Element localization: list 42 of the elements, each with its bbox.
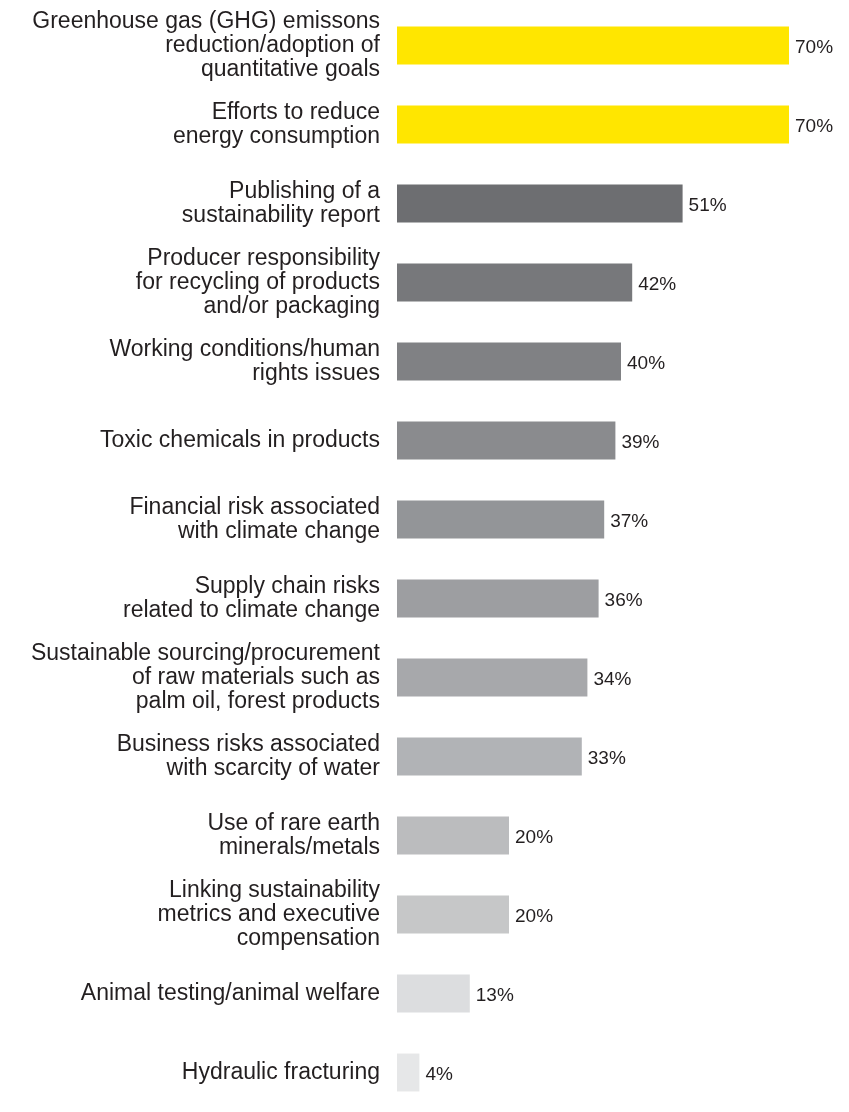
y-tick-label: Business risks associated with scarcity of water <box>116 729 381 780</box>
bar <box>397 342 621 381</box>
data-label: 20% <box>515 904 554 926</box>
y-tick-label: Publishing of a sustainability report <box>181 176 381 227</box>
bar <box>397 26 789 65</box>
y-tick-label: Financial risk associated with climate change <box>129 492 380 543</box>
bar <box>397 658 588 697</box>
data-label: 33% <box>587 746 626 768</box>
y-tick-label: Toxic chemicals in products <box>100 425 380 452</box>
bar <box>397 421 616 460</box>
y-tick-label: Hydraulic fracturing <box>181 1057 380 1084</box>
y-tick-label: Supply chain risks related to climate change <box>123 571 380 622</box>
data-label: 37% <box>610 509 649 531</box>
y-tick-label: Animal testing/animal welfare <box>80 978 380 1005</box>
bar <box>397 184 683 223</box>
bar <box>397 1053 420 1092</box>
bar <box>397 263 633 302</box>
bar <box>397 974 470 1013</box>
data-label: 36% <box>604 588 643 610</box>
bar <box>397 105 789 144</box>
y-tick-label: Greenhouse gas (GHG) emissons reduction/adoption of quantitative goals <box>32 6 381 81</box>
data-label: 34% <box>593 667 632 689</box>
bar <box>397 579 599 618</box>
bar <box>397 500 605 539</box>
y-tick-label: Working conditions/human rights issues <box>109 334 380 385</box>
data-label: 42% <box>638 272 677 294</box>
y-tick-label: Producer responsibility for recycling of products and/or packaging <box>135 243 381 318</box>
data-label: 4% <box>425 1062 453 1084</box>
y-tick-label: Use of rare earth minerals/metals <box>207 808 380 859</box>
bar <box>397 816 509 855</box>
bar <box>397 895 509 934</box>
y-tick-label: Linking sustainability metrics and executive compensation <box>157 875 381 950</box>
data-label: 51% <box>688 193 727 215</box>
data-label: 39% <box>621 430 660 452</box>
bar <box>397 737 582 776</box>
y-tick-label: Sustainable sourcing/procurement of raw materials such as palm oil, forest products <box>30 638 381 713</box>
data-label: 40% <box>627 351 666 373</box>
data-label: 70% <box>795 114 834 136</box>
data-label: 20% <box>515 825 554 847</box>
data-label: 13% <box>475 983 514 1005</box>
data-label: 70% <box>795 35 834 57</box>
y-tick-label: Efforts to reduce energy consumption <box>172 97 380 148</box>
